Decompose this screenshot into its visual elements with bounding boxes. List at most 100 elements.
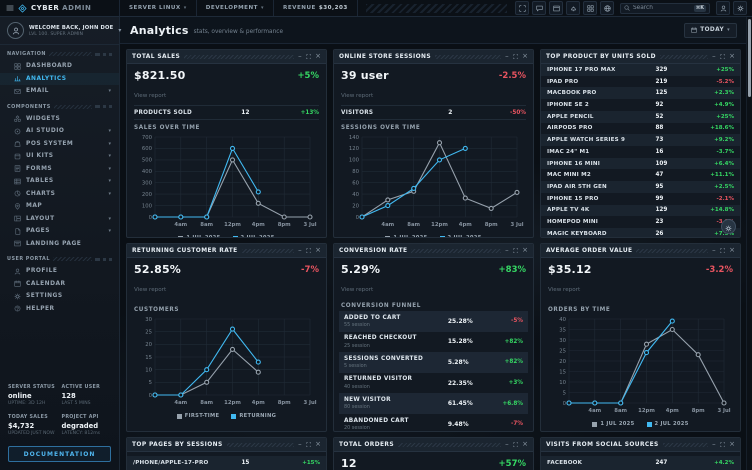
funnel-row[interactable]: RETURNED VISITOR 40 session 22.35% +3% [339,373,528,394]
sidebar-item[interactable]: CALENDAR [0,278,119,291]
legend-swatch [385,236,390,239]
fullscreen-icon[interactable] [515,1,529,15]
chat-icon[interactable] [532,1,546,15]
product-row[interactable]: IPHONE 15 PRO 99 -2.1% [541,193,740,205]
minimize-icon[interactable]: – [712,441,716,448]
sidebar-item[interactable]: ANALYTICS [0,73,119,86]
expand-icon[interactable] [720,248,726,254]
svg-text:20: 20 [559,359,566,365]
minimize-icon[interactable]: – [505,53,509,60]
page-row[interactable]: /PHONE/APPLE-17-PRO 15 +15% [127,456,326,470]
funnel-row[interactable]: NEW VISITOR 80 session 61.45% +6.8% [339,393,528,414]
menu-icon[interactable] [6,4,14,12]
search-input[interactable] [633,5,691,11]
sidebar-item[interactable]: CHARTS ▾ [0,188,119,201]
sidebar-item[interactable]: HELPER [0,303,119,316]
expand-icon[interactable] [306,54,312,60]
expand-icon[interactable] [720,54,726,60]
funnel-row[interactable]: SESSIONS CONVERTED 5 session 5.28% +82% [339,352,528,373]
sidebar-item[interactable]: TABLES ▾ [0,175,119,188]
product-row[interactable]: IPHONE 16 MINI 109 +6.4% [541,158,740,170]
sidebar-item[interactable]: PROFILE [0,265,119,278]
close-icon[interactable]: × [522,441,528,448]
expand-icon[interactable] [513,442,519,448]
expand-icon[interactable] [513,248,519,254]
topbar-icon-group [515,1,614,15]
product-row[interactable]: AIRPODS PRO 88 +18.6% [541,123,740,135]
minimize-icon[interactable]: – [712,53,716,60]
sidebar-item[interactable]: LAYOUT ▾ [0,213,119,226]
product-row[interactable]: MACBOOK PRO 125 +2.3% [541,87,740,99]
window-icon[interactable] [549,1,563,15]
search-box[interactable]: ⌘K [620,3,710,14]
minimize-icon[interactable]: – [298,247,302,254]
funnel-row[interactable]: REACHED CHECKOUT 25 session 15.28% +82% [339,332,528,353]
sidebar-item[interactable]: SETTINGS [0,290,119,303]
sidebar-item[interactable]: PAGES ▾ [0,225,119,238]
sidebar-item[interactable]: DASHBOARD [0,60,119,73]
gear-icon[interactable] [733,1,747,15]
close-icon[interactable]: × [729,441,735,448]
product-row[interactable]: HOMEPOD MINI 23 -3.9% [541,216,740,228]
close-icon[interactable]: × [315,441,321,448]
chart-title: CUSTOMERS [134,307,319,313]
sidebar-item[interactable]: POS SYSTEM ▾ [0,138,119,151]
view-report-link[interactable]: View report [134,287,166,293]
bell-icon[interactable] [566,1,580,15]
apps-grid-icon[interactable] [583,1,597,15]
product-row[interactable]: MAC MINI M2 47 +11.1% [541,169,740,181]
sidebar-item[interactable]: FORMS ▾ [0,163,119,176]
close-icon[interactable]: × [522,53,528,60]
scrollbar-thumb[interactable] [748,19,751,97]
sidebar-item[interactable]: WIDGETS [0,113,119,126]
product-row[interactable]: IPHONE 17 PRO MAX 329 +25% [541,64,740,76]
view-report-link[interactable]: View report [134,93,166,99]
minimize-icon[interactable]: – [298,53,302,60]
sidebar-item[interactable]: EMAIL ▾ [0,85,119,98]
view-report-link[interactable]: View report [341,287,373,293]
documentation-button[interactable]: DOCUMENTATION [8,446,111,462]
product-row[interactable]: APPLE TV 4K 129 +14.8% [541,205,740,217]
product-row[interactable]: IPHONE SE 2 92 +4.9% [541,99,740,111]
close-icon[interactable]: × [315,53,321,60]
svg-text:120: 120 [349,146,360,152]
product-row[interactable]: IPAD AIR 5TH GEN 95 +2.5% [541,181,740,193]
sidebar-item[interactable]: MAP [0,200,119,213]
globe-icon[interactable] [600,1,614,15]
product-row[interactable]: IMAC 24" M1 16 -3.7% [541,146,740,158]
expand-icon[interactable] [720,442,726,448]
user-menu[interactable]: WELCOME BACK, JOHN DOE LVL 100. SUPER AD… [0,17,119,45]
product-row[interactable]: APPLE WATCH SERIES 9 73 +9.2% [541,134,740,146]
social-row[interactable]: FACEBOOK 247 +4.2% [541,456,740,470]
date-range-button[interactable]: TODAY ▾ [684,23,737,38]
sidebar-item[interactable]: LANDING PAGE [0,238,119,251]
expand-icon[interactable] [306,442,312,448]
svg-text:40: 40 [559,317,566,323]
server-menu[interactable]: SERVER LINUX ▾ [120,0,197,16]
close-icon[interactable]: × [729,53,735,60]
minimize-icon[interactable]: – [298,441,302,448]
sidebar-item[interactable]: UI KITS ▾ [0,150,119,163]
close-icon[interactable]: × [315,247,321,254]
card-settings-fab[interactable] [721,219,736,234]
server-menu-label: SERVER LINUX [129,5,181,11]
minimize-icon[interactable]: – [712,247,716,254]
page-scrollbar[interactable] [746,17,752,470]
close-icon[interactable]: × [522,247,528,254]
environment-menu[interactable]: DEVELOPMENT ▾ [197,0,274,16]
minimize-icon[interactable]: – [505,441,509,448]
expand-icon[interactable] [306,248,312,254]
svg-text:25: 25 [145,330,152,336]
sidebar-item[interactable]: AI STUDIO ▾ [0,125,119,138]
product-row[interactable]: MAGIC KEYBOARD 26 +7.5% [541,228,740,238]
view-report-link[interactable]: View report [548,287,580,293]
user-icon[interactable] [716,1,730,15]
funnel-row[interactable]: ABANDONED CART 20 session 9.48% -7% [339,414,528,432]
close-icon[interactable]: × [729,247,735,254]
product-row[interactable]: IPAD PRO 219 -5.2% [541,76,740,88]
product-row[interactable]: APPLE PENCIL 52 +25% [541,111,740,123]
expand-icon[interactable] [513,54,519,60]
view-report-link[interactable]: View report [341,93,373,99]
minimize-icon[interactable]: – [505,247,509,254]
funnel-row[interactable]: ADDED TO CART 55 session 25.28% -5% [339,311,528,332]
